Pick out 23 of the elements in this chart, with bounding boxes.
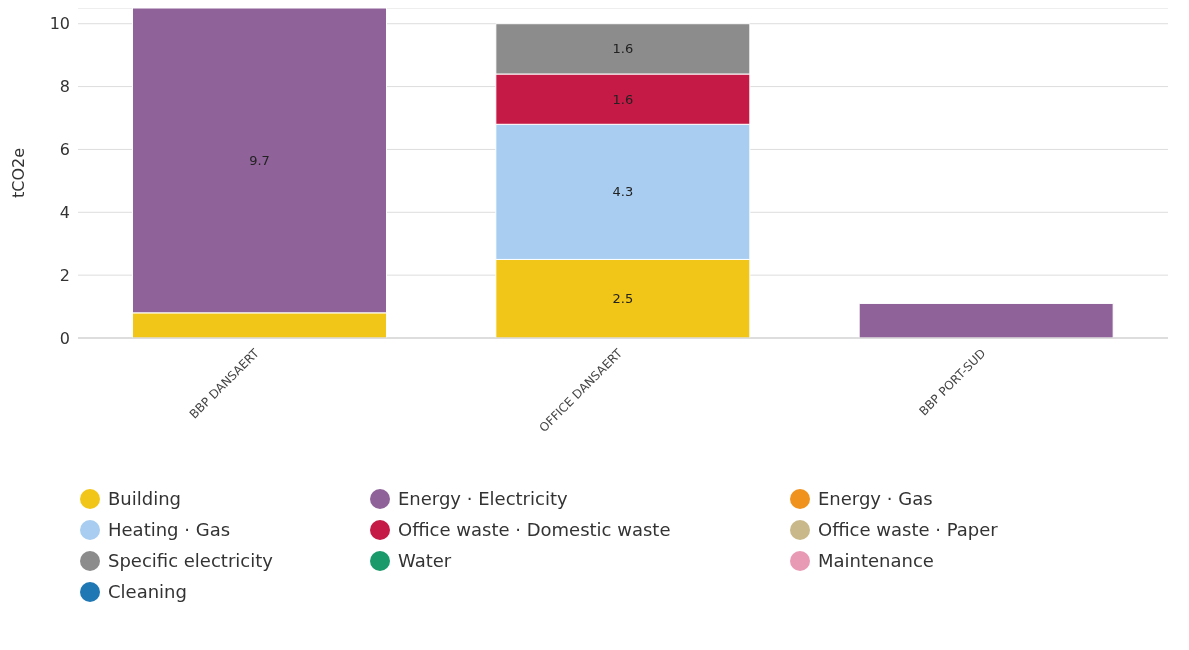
legend-label: Specific electricity [108, 550, 273, 571]
data-label: 4.3 [612, 184, 634, 200]
data-label: 2.5 [612, 291, 634, 307]
legend-label: Building [108, 488, 182, 509]
legend-label: Energy · Electricity [398, 488, 568, 509]
legend-label: Energy · Gas [818, 488, 933, 509]
data-label: 9.7 [249, 153, 270, 169]
data-label: 1.6 [612, 41, 634, 57]
legend-label: Heating · Gas [108, 519, 231, 540]
legend-label: Water [398, 550, 452, 571]
y-tick-label: 8 [59, 77, 70, 97]
legend-label: Cleaning [108, 581, 187, 602]
y-tick-label: 2 [59, 265, 70, 285]
data-label: 1.6 [612, 91, 634, 107]
legend-label: Maintenance [818, 550, 934, 571]
y-tick-label: 4 [59, 202, 70, 222]
y-axis-title: tCO2e [8, 147, 28, 199]
legend-label: Office waste · Paper [818, 519, 998, 540]
y-tick-label: 6 [59, 140, 70, 160]
y-tick-label: 10 [49, 14, 70, 34]
bar [858, 302, 1114, 338]
y-tick-label: 0 [59, 328, 70, 348]
legend-label: Office waste · Domestic waste [398, 519, 671, 540]
